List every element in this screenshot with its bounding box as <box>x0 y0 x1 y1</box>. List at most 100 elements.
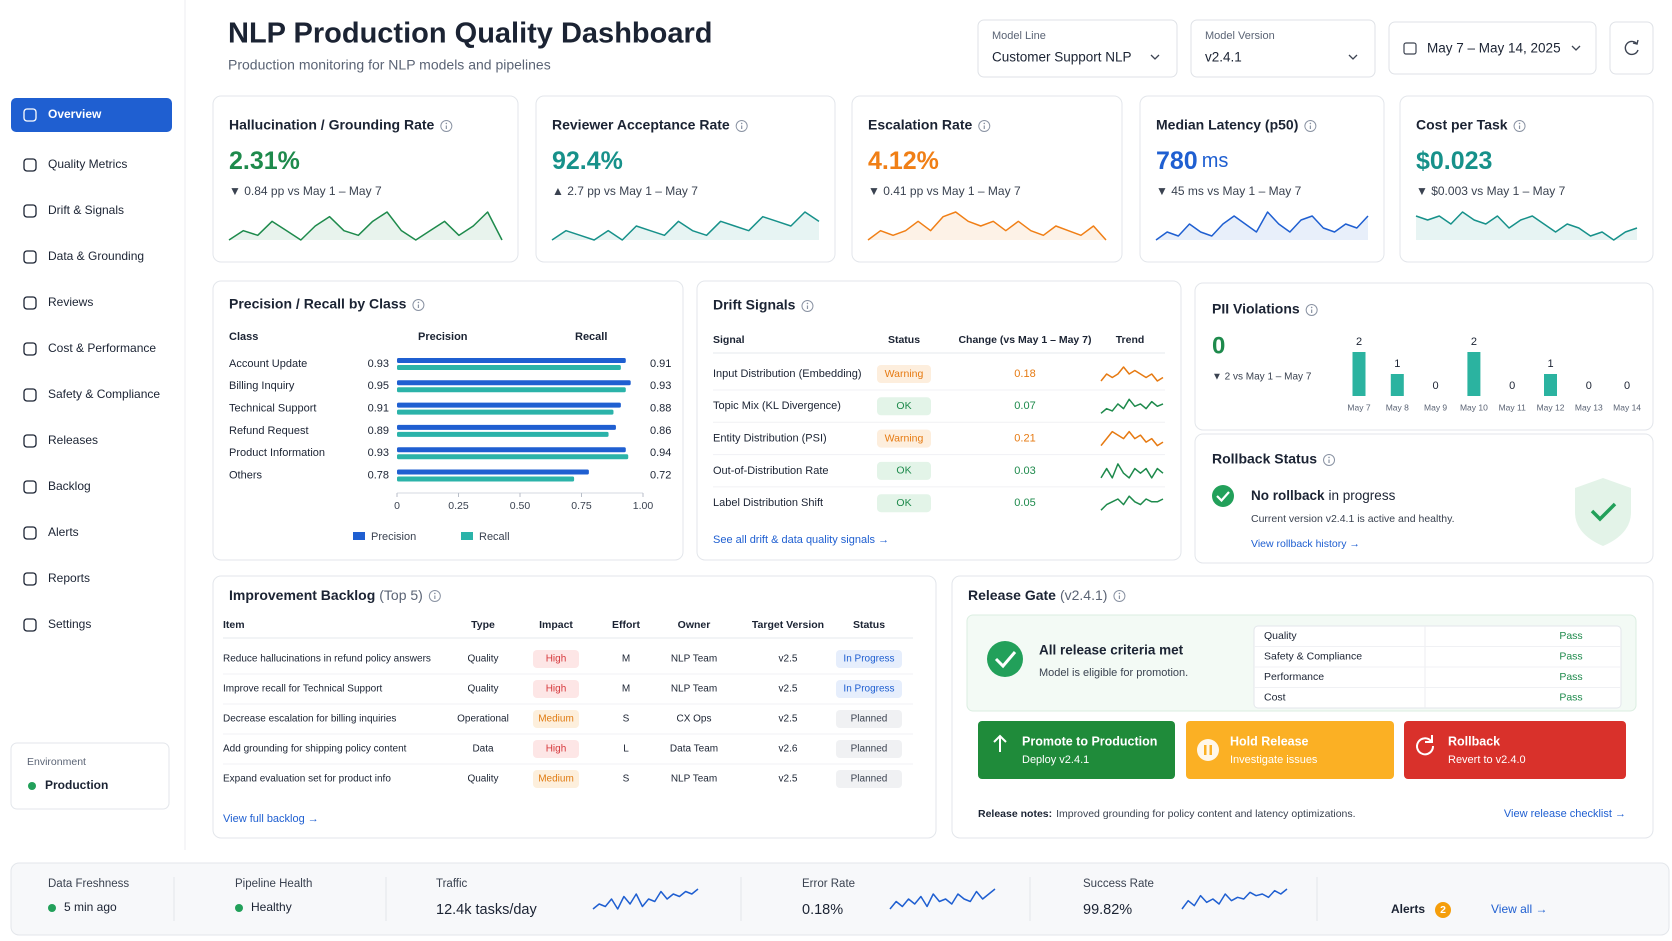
nav-item[interactable]: Reviews <box>23 295 93 310</box>
bar-value-label: 1 <box>1394 358 1400 370</box>
pill <box>533 710 579 728</box>
nav-item[interactable]: Settings <box>23 617 91 632</box>
signal-name: Out-of-Distribution Rate <box>713 465 829 477</box>
sparkline <box>1100 463 1164 479</box>
info-circle <box>1305 304 1318 316</box>
criterion-result: Pass <box>1559 671 1582 683</box>
card: Release Gate (v2.4.1) All release criteria… <box>951 575 1654 839</box>
link[interactable]: View full backlog → <box>223 813 319 825</box>
info-dot <box>1310 306 1313 309</box>
info-dot <box>1328 456 1330 459</box>
link[interactable]: View release checklist → <box>1504 808 1626 820</box>
button-bg <box>978 721 1175 779</box>
nav-label: Drift & Signals <box>48 203 124 217</box>
info-dot <box>417 301 420 304</box>
nav-item[interactable]: Cost & Performance <box>23 341 156 356</box>
link[interactable]: See all drift & data quality signals → <box>713 534 889 546</box>
precision-bar <box>397 358 626 363</box>
info-icon <box>1304 120 1317 132</box>
nav-item[interactable]: Alerts <box>23 525 79 540</box>
nav-item[interactable]: Drift & Signals <box>23 203 124 218</box>
bar-value-label: 0 <box>1509 380 1515 392</box>
status-label: Warning <box>885 432 924 444</box>
x-tick-label: 0 <box>394 500 400 512</box>
column-header: Precision <box>418 331 468 343</box>
alerts-label: Alerts <box>1391 902 1425 916</box>
button-subtitle: Investigate issues <box>1230 754 1318 766</box>
info-circle <box>412 299 425 311</box>
sparkline <box>1100 495 1164 511</box>
column-header: Status <box>853 619 885 631</box>
table-cell: Improve recall for Technical Support <box>223 684 383 695</box>
x-tick-label: May 11 <box>1499 402 1527 412</box>
action-button[interactable]: Promote to Production Deploy v2.4.1 <box>978 721 1175 779</box>
nav-icon <box>23 434 37 448</box>
column-header: Item <box>223 619 245 631</box>
nav-icon <box>23 480 37 494</box>
info-icon <box>978 120 991 132</box>
nav-item[interactable]: Backlog <box>23 479 91 494</box>
card: Data Freshness 5 min ago Pipeline Health He… <box>10 862 1670 936</box>
check-icon <box>1212 485 1234 507</box>
metric-label: Pipeline Health <box>235 878 312 890</box>
filter-dropdown[interactable]: Model Line Customer Support NLP <box>977 19 1178 78</box>
criterion-name: Cost <box>1264 691 1286 703</box>
card: Drift Signals Signal Status Change (vs May … <box>696 280 1182 561</box>
status-pill <box>877 494 931 513</box>
impact-label: High <box>546 744 567 755</box>
date-picker[interactable]: May 7 – May 14, 2025 <box>1388 21 1597 75</box>
criterion-result: Pass <box>1559 630 1582 642</box>
table-cell: Data <box>472 744 494 755</box>
environment-box <box>10 742 170 810</box>
recall-bar <box>397 387 626 393</box>
metric-value: 0.18% <box>802 902 843 918</box>
button-subtitle: Revert to v2.4.0 <box>1448 754 1526 766</box>
link[interactable]: View rollback history → <box>1251 538 1360 550</box>
nav-item[interactable]: Releases <box>23 433 98 448</box>
status-label: OK <box>896 400 911 412</box>
bar-value-label: 2 <box>1471 336 1477 348</box>
card-bg <box>1194 282 1654 431</box>
action-button[interactable]: Rollback Revert to v2.4.0 <box>1404 721 1626 779</box>
card-bg <box>1194 433 1654 564</box>
precision-label: 0.78 <box>368 469 389 481</box>
recall-bar <box>397 476 575 482</box>
refresh-button[interactable] <box>1609 21 1654 75</box>
kpi-delta: ▼ 45 ms vs May 1 – May 7 <box>1156 184 1302 198</box>
nav-item[interactable]: Reports <box>23 571 90 586</box>
precision-label: 0.89 <box>368 425 389 437</box>
nav-icon <box>23 158 37 172</box>
legend-swatch <box>461 532 473 540</box>
card-title-part: (Top 5) <box>379 587 423 603</box>
link[interactable]: View all → <box>1491 902 1547 916</box>
table-cell: v2.5 <box>779 774 798 785</box>
refresh-box <box>1609 21 1654 75</box>
info-circle <box>801 300 814 312</box>
change-value: 0.07 <box>1014 400 1035 412</box>
nav-label: Quality Metrics <box>48 157 127 171</box>
chevron-icon <box>1150 54 1160 60</box>
kpi-value: 2.31% <box>229 147 300 175</box>
info-dot <box>434 592 436 595</box>
sparkline <box>867 211 1107 241</box>
x-tick-label: May 14 <box>1613 402 1641 412</box>
table-cell: M <box>622 654 630 665</box>
nav-item[interactable]: Safety & Compliance <box>23 387 160 402</box>
table-cell: NLP Team <box>671 774 717 785</box>
nav-item[interactable]: Data & Grounding <box>23 249 144 264</box>
filter-dropdown[interactable]: Model Version v2.4.1 <box>1190 19 1376 78</box>
sparkline <box>551 211 820 241</box>
bar-value-label: 1 <box>1547 358 1553 370</box>
page-subtitle: Production monitoring for NLP models and… <box>228 57 551 73</box>
nav-item[interactable]: Overview <box>11 98 172 132</box>
button-title: Rollback <box>1448 734 1500 748</box>
button-bg <box>1404 721 1626 779</box>
refresh-icon <box>1624 40 1639 56</box>
action-button[interactable]: Hold Release Investigate issues <box>1186 721 1394 779</box>
precision-label: 0.93 <box>368 447 389 459</box>
environment-value: Production <box>45 778 108 792</box>
nav-item[interactable]: Quality Metrics <box>23 157 127 172</box>
recall-label: 0.88 <box>650 403 671 415</box>
pill <box>836 770 902 788</box>
nav-label: Data & Grounding <box>48 249 144 263</box>
